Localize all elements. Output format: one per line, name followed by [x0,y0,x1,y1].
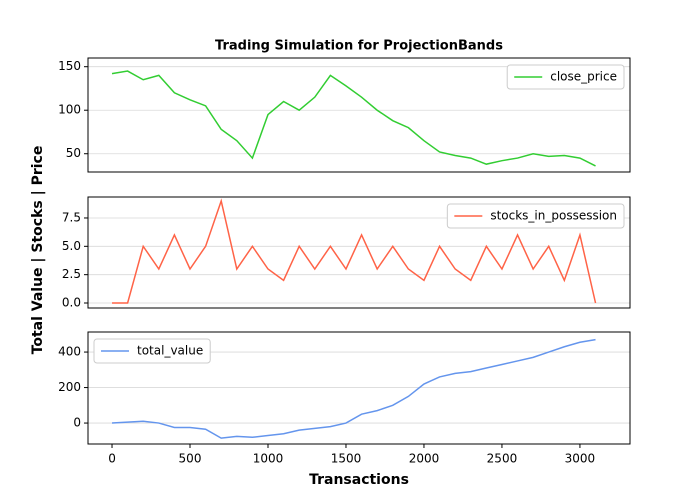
x-tick-label: 2500 [487,452,518,466]
series-line [111,338,596,439]
axes-frame [87,57,631,173]
legend-label: stocks_in_possession [490,209,617,223]
legend-box [506,64,625,90]
y-tick-label: 150 [58,59,81,73]
y-axis-label: Total Value | Stocks | Price [30,146,46,355]
legend-label: total_value [137,344,203,358]
y-tick-label: 0.0 [62,296,81,310]
x-tick-label: 1000 [253,452,284,466]
x-tick-label: 1500 [331,452,362,466]
axes-frame [87,331,631,445]
x-axis-label: Transactions [309,472,409,488]
y-tick-label: 400 [58,345,81,359]
y-tick-label: 0 [73,416,81,430]
axes-frame [87,196,631,309]
y-tick-label: 100 [58,103,81,117]
series-line [112,198,597,304]
chart-title: Trading Simulation for ProjectionBands [215,39,503,54]
y-tick-label: 200 [58,380,81,394]
x-tick-label: 500 [179,452,202,466]
legend-box [446,203,625,229]
legend-box [93,338,211,364]
x-tick-label: 0 [108,452,116,466]
y-tick-label: 7.5 [62,210,81,224]
legend-label: close_price [550,70,617,84]
x-tick-label: 3000 [565,452,596,466]
y-tick-label: 50 [66,146,81,160]
series-line [111,70,596,167]
y-tick-label: 2.5 [62,267,81,281]
x-tick-label: 2000 [409,452,440,466]
y-tick-label: 5.0 [62,239,81,253]
